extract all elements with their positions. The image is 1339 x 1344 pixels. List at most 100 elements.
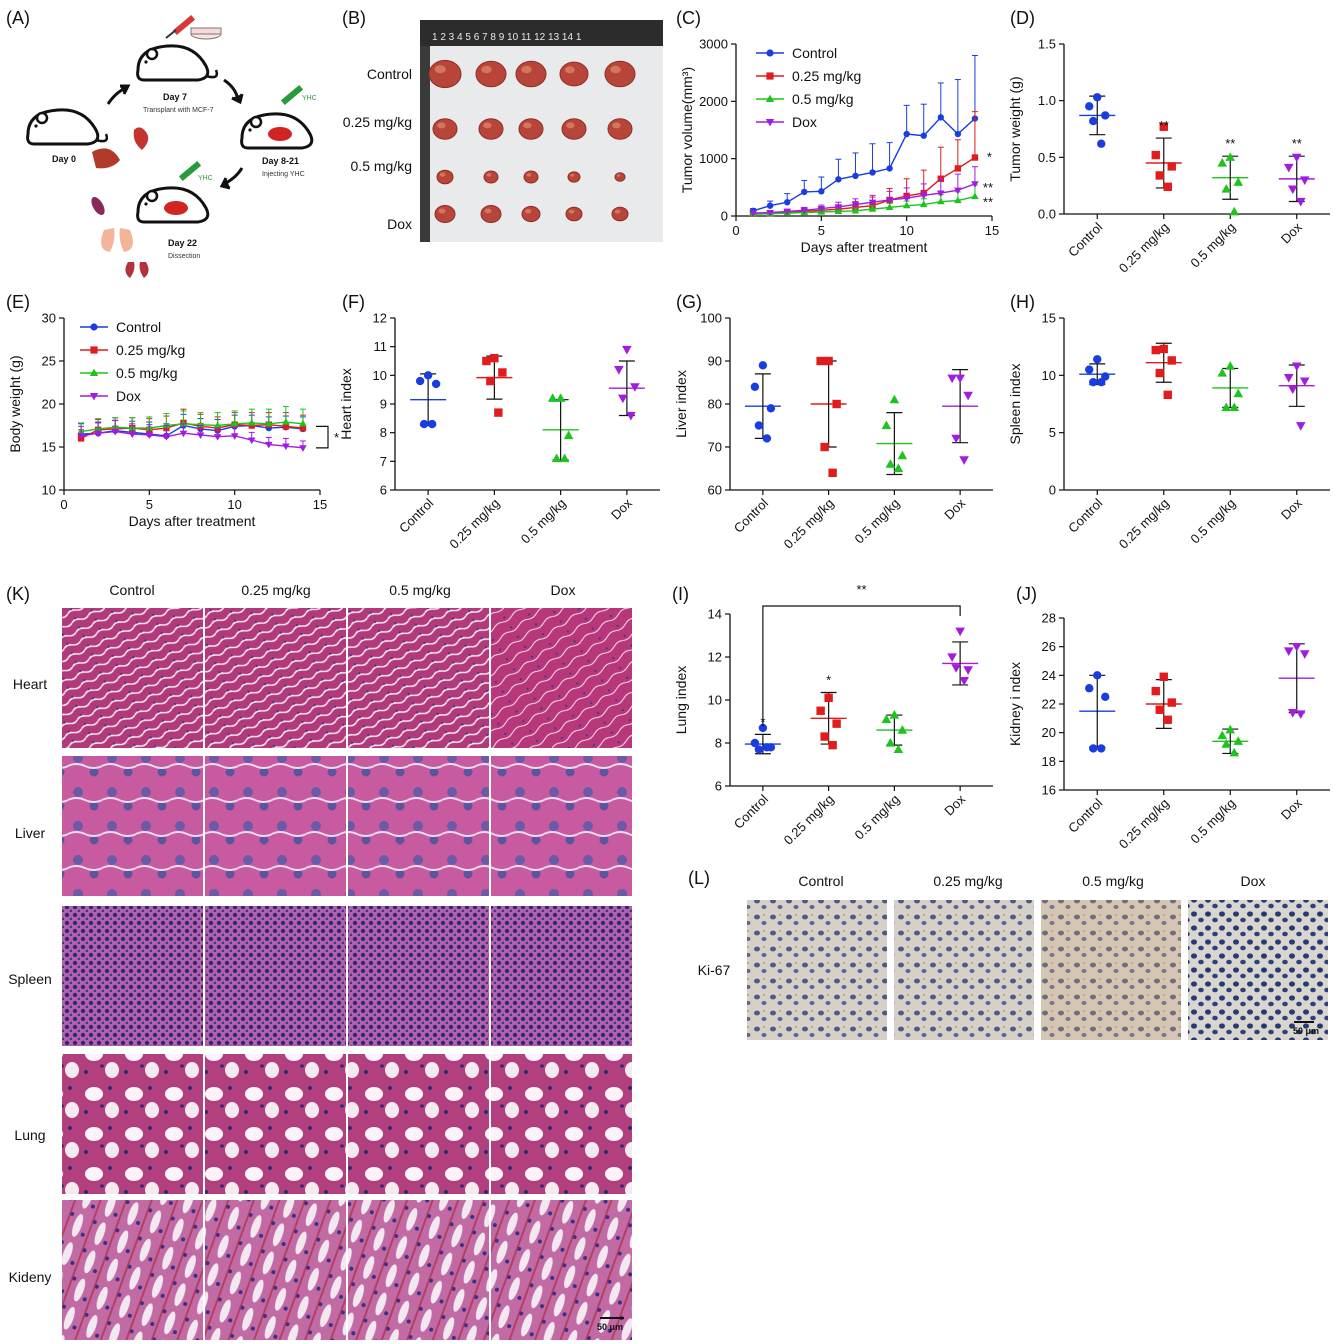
data-point-dox [1299, 650, 1310, 659]
y-axis-title: Tumor volume(mm³) [679, 67, 695, 193]
y-tick-label: 12 [373, 311, 387, 326]
y-tick-label: 3000 [699, 37, 728, 52]
mouse-day821-icon [240, 112, 314, 150]
data-point-dox [1291, 153, 1302, 163]
data-point-control [419, 419, 429, 429]
legend-item-0-5-mg-kg: 0.5 mg/kg [756, 91, 853, 107]
data-point-dox [230, 433, 239, 440]
he-col-dox: Dox [551, 582, 576, 598]
chart-tumor-weight: 0.0 0.5 1.0 1.5 Tumor weight (g) Control 0.25 … [1007, 37, 1330, 276]
he-tile-lung-05 [348, 1054, 489, 1194]
tumor-specimen [428, 59, 462, 89]
he-histology-grid: Control 0.25 mg/kg 0.5 mg/kg Dox Heart L… [8, 582, 632, 1340]
data-point-0-5-mg-kg [885, 738, 896, 747]
y-tick-label: 28 [1042, 611, 1056, 626]
data-point-dox [77, 433, 85, 440]
data-point-control [754, 745, 764, 754]
data-point-0-5-mg-kg [559, 453, 570, 463]
legend-marker [766, 49, 774, 57]
data-point-control [423, 371, 433, 380]
data-point-0-5-mg-kg [1233, 388, 1244, 398]
data-point-0-25-mg-kg [832, 719, 841, 728]
data-point-0-5-mg-kg [1229, 402, 1240, 412]
tumor-specimen [434, 205, 456, 223]
data-point-dox [951, 664, 961, 673]
ki67-col-control: Control [798, 873, 843, 889]
data-point-control [1093, 671, 1102, 680]
data-point-control [886, 165, 893, 172]
tumor-specimen [614, 172, 626, 182]
he-tile-heart-dox [491, 608, 632, 748]
tumor-specimen [515, 60, 547, 88]
data-point-0-25-mg-kg [1151, 345, 1160, 355]
significance-025: * [987, 150, 992, 165]
tumor-specimen [480, 205, 502, 223]
data-point-dox [851, 201, 860, 209]
data-point-0-25-mg-kg [971, 154, 979, 161]
significance-0-5-mg-kg: ** [1225, 136, 1235, 151]
data-point-0-5-mg-kg [885, 459, 896, 468]
y-tick-label: 8 [380, 425, 387, 440]
legend-label: Control [116, 319, 161, 335]
data-point-dox [247, 437, 256, 445]
data-point-0-5-mg-kg [563, 430, 574, 440]
tumor-specimen [518, 118, 544, 140]
tumor-specimen [521, 205, 541, 223]
data-point-0-25-mg-kg [494, 408, 503, 417]
data-point-0-5-mg-kg [247, 418, 256, 426]
data-point-0-25-mg-kg [816, 706, 825, 715]
y-tick-label: 5 [1049, 425, 1056, 440]
ki67-col-dox: Dox [1241, 873, 1266, 889]
data-point-control [750, 382, 760, 391]
significance-dox: ** [983, 180, 993, 195]
data-point-control [1089, 378, 1098, 387]
significance-bracket [762, 605, 961, 727]
he-scalebar-label: 50 μm [597, 1322, 623, 1332]
data-point-0-5-mg-kg [1229, 206, 1240, 216]
chart-kidney-index: 16 18 20 22 24 26 28 Kidney i ndex Control 0.25 m… [1007, 611, 1330, 852]
y-tick-label: 20 [42, 397, 56, 412]
he-tile-kidney-control [62, 1200, 203, 1340]
data-point-0-25-mg-kg [824, 356, 833, 366]
data-point-0-5-mg-kg [885, 203, 894, 210]
data-point-dox [630, 383, 640, 392]
legend-label: 0.25 mg/kg [792, 68, 861, 84]
panel-label-i: (I) [672, 584, 689, 604]
day821-sub: Injecting YHC [262, 171, 305, 178]
y-tick-label: 0.5 [1038, 150, 1056, 165]
organ-icons [91, 127, 149, 278]
data-point-0-5-mg-kg [555, 393, 566, 402]
y-tick-label: 9 [380, 397, 387, 412]
data-point-0-5-mg-kg [213, 421, 222, 429]
x-tick-label: 10 [899, 223, 913, 238]
data-point-dox [1291, 362, 1302, 372]
he-row-spleen: Spleen [8, 971, 52, 987]
data-point-0-25-mg-kg [1155, 368, 1164, 378]
data-point-control [1101, 692, 1110, 702]
experiment-schematic: Day 0 Day 7 Transplant with MCF-7 YHC Da… [26, 14, 317, 278]
panel-label-k: (K) [6, 584, 30, 604]
legend-item-0-25-mg-kg: 0.25 mg/kg [80, 342, 185, 358]
data-point-dox [959, 456, 969, 465]
legend-label: 0.5 mg/kg [792, 91, 853, 107]
panel-label-j: (J) [1016, 584, 1037, 604]
data-point-control [869, 169, 876, 176]
data-point-control [903, 130, 910, 138]
data-point-control [920, 132, 927, 139]
legend-label: Dox [116, 388, 141, 404]
data-point-dox [1287, 709, 1298, 718]
he-tile-kidney-05 [348, 1200, 489, 1340]
data-point-0-5-mg-kg [162, 421, 171, 429]
he-tile-heart-05 [348, 608, 489, 748]
data-point-dox [614, 366, 624, 375]
series-line-dox [80, 430, 304, 449]
data-point-0-5-mg-kg [551, 453, 562, 463]
he-tile-heart-control [62, 608, 203, 748]
data-point-0-25-mg-kg [824, 693, 833, 703]
data-point-control [954, 130, 962, 138]
data-point-dox [1283, 374, 1294, 383]
panel-label-l: (L) [688, 868, 710, 888]
y-axis-title: Heart index [338, 368, 354, 440]
data-point-control [784, 199, 791, 206]
tumor-photo: 1 2 3 4 5 6 7 8 9 10 11 12 13 14 1 Contr… [343, 20, 663, 242]
